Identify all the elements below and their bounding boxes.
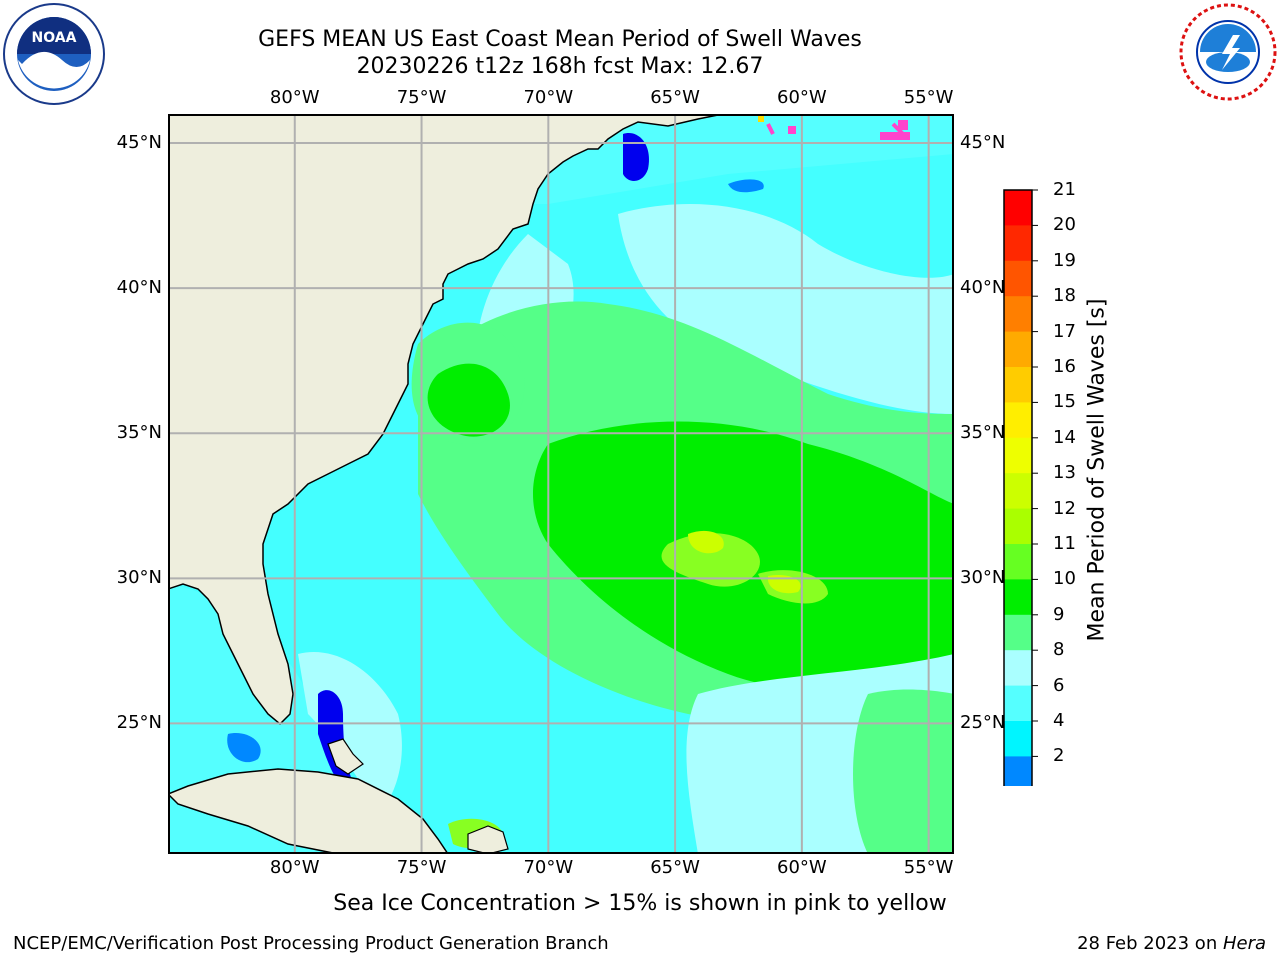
noaa-logo-text: NOAA [32, 30, 77, 46]
latitude-label: 40°N [960, 277, 1006, 299]
longitude-label: 70°W [523, 857, 574, 878]
sea-ice-note: Sea Ice Concentration > 15% is shown in … [333, 891, 947, 916]
colorbar-tick-label: 2 [1053, 745, 1065, 767]
colorbar-tick-label: 17 [1053, 320, 1076, 342]
colorbar-segment [1004, 296, 1032, 333]
colorbar-segment [1004, 614, 1032, 651]
colorbar-label: Mean Period of Swell Waves [s] [1084, 298, 1110, 642]
colorbar [1003, 189, 1038, 786]
longitude-label: 55°W [903, 87, 954, 108]
colorbar-segment [1004, 437, 1032, 474]
latitude-label: 25°N [960, 712, 1006, 734]
colorbar-tick-label: 6 [1053, 674, 1065, 696]
colorbar-segment [1004, 685, 1032, 722]
footer-credit: NCEP/EMC/Verification Post Processing Pr… [13, 933, 609, 954]
colorbar-tick-label: 20 [1053, 214, 1076, 236]
colorbar-tick-label: 15 [1053, 391, 1076, 413]
latitude-label: 45°N [960, 132, 1006, 154]
longitude-label: 80°W [269, 857, 320, 878]
colorbar-segment [1004, 544, 1032, 580]
latitude-label: 45°N [116, 132, 162, 154]
latitude-label: 30°N [960, 567, 1006, 589]
colorbar-tick-label: 9 [1053, 603, 1065, 625]
latitude-label: 40°N [116, 277, 162, 299]
longitude-label: 80°W [269, 87, 320, 108]
footer-date: 28 Feb 2023 on Hera [1077, 933, 1266, 954]
colorbar-tick-label: 21 [1053, 179, 1076, 200]
footer-machine-name: Hera [1222, 933, 1266, 954]
colorbar-segment [1004, 260, 1032, 297]
colorbar-segment [1004, 508, 1032, 545]
contour-fills [168, 114, 954, 854]
colorbar-frame [1003, 189, 1033, 786]
longitude-label: 60°W [777, 857, 827, 878]
nws-logo-icon [1179, 3, 1277, 101]
latitude-label: 30°N [116, 567, 162, 589]
colorbar-segment [1004, 225, 1032, 262]
longitude-label: 60°W [777, 87, 827, 108]
colorbar-tick-label: 16 [1053, 356, 1076, 377]
colorbar-segment [1004, 650, 1032, 687]
colorbar-tick-label: 8 [1053, 639, 1065, 661]
longitude-label: 75°W [396, 87, 447, 108]
colorbar-tick-label: 4 [1053, 710, 1065, 731]
longitude-label: 70°W [523, 87, 574, 108]
colorbar-tick-label: 12 [1053, 497, 1076, 519]
colorbar-tick-label: 14 [1053, 426, 1076, 448]
colorbar-segment [1004, 190, 1032, 226]
longitude-label: 65°W [650, 87, 700, 108]
colorbar-segment [1004, 402, 1032, 439]
map-title: GEFS MEAN US East Coast Mean Period of S… [258, 27, 862, 52]
colorbar-tick-label: 13 [1053, 462, 1076, 484]
colorbar-segment [1004, 756, 1032, 786]
swell-period-map [168, 114, 954, 854]
noaa-logo-icon: NOAA [3, 3, 105, 105]
longitude-label: 75°W [396, 857, 447, 878]
latitude-label: 25°N [116, 712, 162, 734]
colorbar-tick-label: 10 [1053, 568, 1076, 590]
colorbar-segment [1004, 367, 1032, 403]
footer-date-text: 28 Feb 2023 on [1077, 933, 1223, 954]
longitude-label: 65°W [650, 857, 700, 878]
colorbar-segment [1004, 721, 1032, 757]
colorbar-segment [1004, 331, 1032, 368]
colorbar-tick-label: 11 [1053, 533, 1076, 554]
colorbar-segment [1004, 473, 1032, 510]
map-subtitle: 20230226 t12z 168h fcst Max: 12.67 [356, 54, 764, 79]
longitude-label: 55°W [903, 857, 954, 878]
lat-lon-grid [168, 114, 954, 854]
colorbar-tick-label: 18 [1053, 285, 1076, 307]
map-border [168, 114, 954, 854]
colorbar-segment [1004, 579, 1032, 616]
land-mask [168, 114, 724, 854]
colorbar-tick-label: 19 [1053, 249, 1076, 271]
latitude-label: 35°N [960, 422, 1006, 444]
latitude-label: 35°N [116, 422, 162, 444]
